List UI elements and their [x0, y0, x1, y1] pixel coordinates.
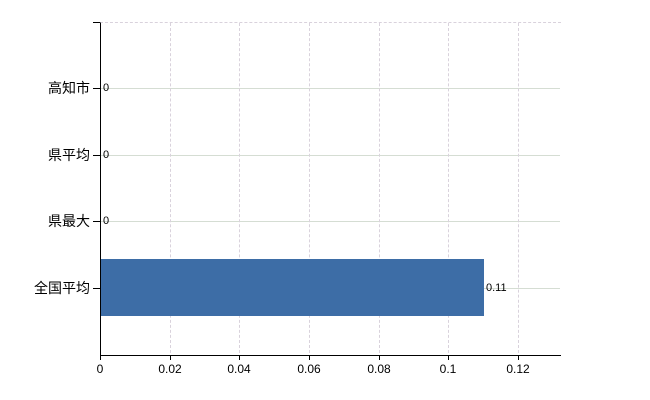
bar	[101, 259, 484, 316]
x-tick-label: 0.12	[506, 362, 530, 376]
x-tick-label: 0.02	[158, 362, 182, 376]
y-tick-mark	[93, 221, 100, 222]
x-tick-mark	[239, 355, 240, 360]
horizontal-gridline	[101, 88, 560, 89]
bar-value-label: 0.11	[486, 282, 507, 294]
vertical-gridline	[518, 23, 519, 353]
plot-area	[100, 22, 561, 356]
x-tick-label: 0.06	[297, 362, 321, 376]
horizontal-gridline	[101, 221, 560, 222]
vertical-gridline	[309, 23, 310, 353]
category-label: 県平均	[48, 147, 90, 163]
x-tick-mark	[170, 355, 171, 360]
y-axis-top-tick	[93, 22, 100, 23]
y-tick-mark	[93, 155, 100, 156]
y-tick-mark	[93, 88, 100, 89]
bar-value-label: 0	[103, 149, 110, 161]
y-tick-mark	[93, 288, 100, 289]
category-label: 高知市	[48, 80, 90, 96]
x-tick-label: 0	[96, 362, 104, 376]
category-label: 全国平均	[34, 280, 90, 296]
horizontal-gridline	[101, 155, 560, 156]
vertical-gridline	[170, 23, 171, 353]
x-tick-label: 0.08	[367, 362, 391, 376]
x-tick-label: 0.1	[439, 362, 457, 376]
vertical-gridline	[448, 23, 449, 353]
x-tick-mark	[100, 355, 101, 360]
x-tick-mark	[379, 355, 380, 360]
bar-value-label: 0	[103, 215, 110, 227]
bar-value-label: 0	[103, 82, 110, 94]
vertical-gridline	[379, 23, 380, 353]
x-tick-mark	[448, 355, 449, 360]
vertical-gridline	[239, 23, 240, 353]
x-tick-label: 0.04	[227, 362, 251, 376]
x-tick-mark	[518, 355, 519, 360]
category-label: 県最大	[48, 213, 90, 229]
x-tick-mark	[309, 355, 310, 360]
